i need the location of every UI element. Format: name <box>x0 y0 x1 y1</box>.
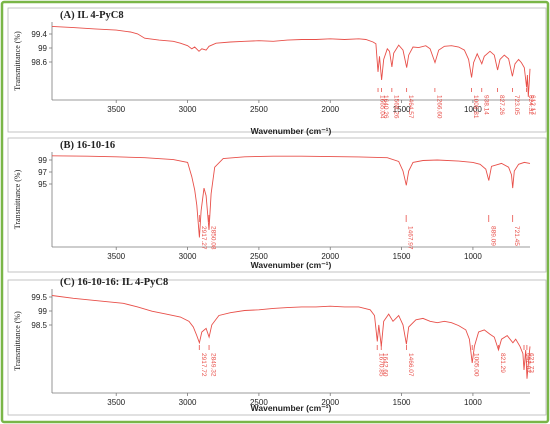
peak-label: 624.32 <box>527 95 534 115</box>
peak-label: 1665.04 <box>379 95 386 119</box>
panel-frame <box>7 137 547 273</box>
y-axis-label: Transmittance (%) <box>13 169 22 229</box>
peak-label: 1005.00 <box>473 353 480 377</box>
peak-label: 612.17 <box>529 95 536 115</box>
x-tick-label: 3500 <box>107 398 125 407</box>
x-tick-label: 1500 <box>393 398 411 407</box>
peak-label: 1568.26 <box>392 95 399 119</box>
x-tick-label: 2000 <box>321 252 339 261</box>
x-tick-label: 3000 <box>179 398 197 407</box>
x-tick-label: 3500 <box>107 105 125 114</box>
peak-label: 2850.08 <box>209 226 216 250</box>
spectrum-line <box>51 25 531 97</box>
spectrum-line <box>51 295 531 379</box>
y-tick-label: 97 <box>38 168 47 177</box>
x-axis-label: Wavenumber (cm⁻¹) <box>251 403 332 413</box>
spectrum-panel-c: (C) 16-10-16: IL 4-PyC8 Transmittance (%)… <box>7 277 547 416</box>
peak-label: 2917.72 <box>200 353 207 377</box>
peak-label: 1466.07 <box>407 353 414 377</box>
x-tick-label: 3000 <box>179 252 197 261</box>
y-axis-label: Transmittance (%) <box>13 311 22 371</box>
panel-frame <box>7 279 547 416</box>
spectrum-line <box>51 155 531 238</box>
x-tick-label: 3000 <box>179 105 197 114</box>
x-tick-label: 1000 <box>464 105 482 114</box>
peak-label: 827.26 <box>498 95 505 115</box>
peak-label: 889.09 <box>489 226 496 246</box>
x-tick-label: 1000 <box>464 252 482 261</box>
peak-label: 938.14 <box>482 95 489 115</box>
y-tick-label: 98.6 <box>31 58 47 67</box>
y-tick-label: 99.5 <box>31 293 47 302</box>
peak-label: 2849.32 <box>210 353 217 377</box>
peak-label: 723.05 <box>513 95 520 115</box>
peak-label: 721.45 <box>513 226 520 246</box>
panel-title: (A) IL 4-PyC8 <box>60 10 124 21</box>
y-tick-label: 98.5 <box>31 321 47 330</box>
x-tick-label: 2500 <box>250 398 268 407</box>
peak-label: 1464.57 <box>407 95 414 119</box>
y-tick-label: 99.4 <box>31 30 47 39</box>
y-tick-label: 99 <box>38 156 47 165</box>
y-tick-label: 95 <box>38 180 47 189</box>
x-tick-label: 2500 <box>250 252 268 261</box>
peak-label: 1467.97 <box>407 226 414 250</box>
x-tick-label: 1500 <box>393 252 411 261</box>
y-tick-label: 99 <box>38 307 47 316</box>
x-tick-label: 3500 <box>107 252 125 261</box>
spectrum-panel-a: (A) IL 4-PyC8 Transmittance (%) 99.4 99 98.6… <box>7 7 547 136</box>
peak-label: 642.02 <box>525 353 532 373</box>
y-axis-label: Transmittance (%) <box>13 31 22 91</box>
peak-label: 1642.60 <box>382 353 389 377</box>
panel-title: (B) 16-10-16 <box>60 140 115 151</box>
peak-label: 621.73 <box>527 353 534 373</box>
peak-label: 1640.26 <box>382 95 389 119</box>
panel-title: (C) 16-10-16: IL 4-PyC8 <box>60 277 168 288</box>
x-axis-label: Wavenumber (cm⁻¹) <box>251 260 332 270</box>
x-tick-label: 1500 <box>393 105 411 114</box>
peak-label: 821.29 <box>499 353 506 373</box>
x-tick-label: 2000 <box>321 105 339 114</box>
peak-label: 1266.60 <box>435 95 442 119</box>
peak-label: 1009.81 <box>472 95 479 119</box>
spectra-panels: (A) IL 4-PyC8 Transmittance (%) 99.4 99 98.6… <box>7 7 547 416</box>
x-tick-label: 2500 <box>250 105 268 114</box>
x-tick-label: 1000 <box>464 398 482 407</box>
x-axis-label: Wavenumber (cm⁻¹) <box>251 126 332 136</box>
peak-label: 2917.27 <box>200 226 207 250</box>
peak-label: 1670.85 <box>378 353 385 377</box>
x-tick-label: 2000 <box>321 398 339 407</box>
y-tick-label: 99 <box>38 44 47 53</box>
spectrum-panel-b: (B) 16-10-16 Transmittance (%) 99 97 95 3500 3… <box>7 137 547 273</box>
